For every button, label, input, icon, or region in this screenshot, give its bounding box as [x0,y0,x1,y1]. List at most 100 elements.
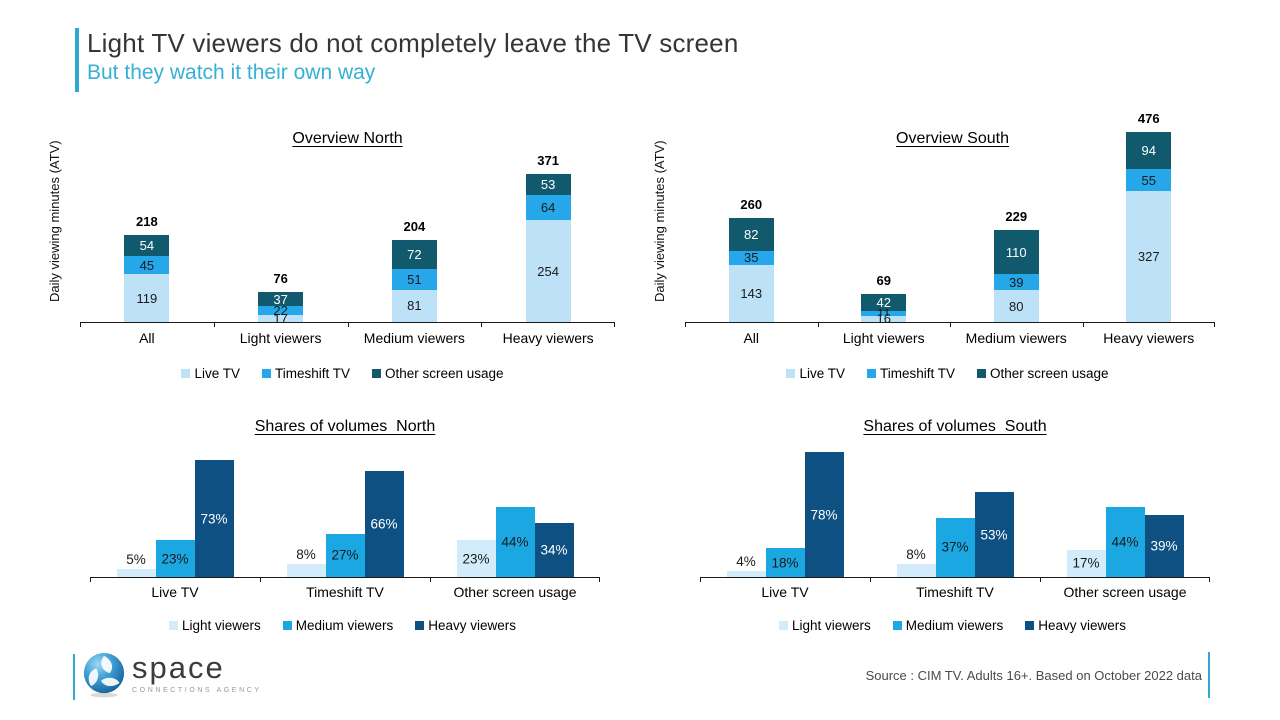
axis-tick [1082,322,1084,327]
axis-tick [213,322,215,327]
bar-segment: 80 [993,290,1039,322]
axis-tick [260,577,261,582]
legend-swatch-icon [1025,621,1035,630]
category-label: Light viewers [239,330,322,346]
total-label: 371 [537,152,559,168]
segment-value-label: 42 [876,295,891,311]
segment-value-label: 51 [407,271,422,287]
axis-tick [817,322,819,327]
bar-value-label: 78% [810,507,838,523]
segment-value-label: 35 [744,250,759,266]
plot-area-overview-north: 218 54 45 119 76 37 22 17 204 72 51 81 371 53 64 254 [80,123,615,327]
legend-item: Other screen usage [976,366,1109,381]
bar-value-label: 18% [771,555,799,571]
legend-swatch-icon [415,621,425,630]
bar-value-label: 34% [540,542,568,558]
legend-label: Timeshift TV [274,366,350,381]
legend-item: Timeshift TV [866,366,955,381]
legend-item: Medium viewers [282,618,393,633]
bar-group: 8% 27% 66% [286,471,404,577]
bar-value-label: 73% [200,511,228,527]
axis-tick [481,322,483,327]
legend-swatch-icon [282,621,292,630]
segment-value-label: 82 [744,226,759,242]
bar: 17% [1066,549,1106,577]
axis-tick [685,322,686,327]
legend-shares-south: Light viewers Medium viewers Heavy viewers [655,618,1250,633]
page-title: Light TV viewers do not completely leave… [87,28,739,58]
category-axis-overview-north: All Light viewers Medium viewers Heavy view… [80,330,615,346]
bar-value-label: 44% [1111,534,1139,550]
plot-cell: 218 54 45 119 [80,123,214,322]
legend-overview-south: Live TV Timeshift TV Other screen usage [650,366,1245,381]
bar: 44% [495,506,535,577]
segment-value-label: 37 [273,291,288,307]
plot-area-overview-south: 260 82 35 143 69 42 11 16 229 110 39 80 476 94 55 327 [685,111,1215,327]
total-label: 204 [403,219,426,235]
bar: 23% [155,540,195,577]
bar-segment: 16 [861,312,907,325]
bar-group: 17% 44% 39% [1066,506,1184,577]
axis-tick [614,322,615,327]
bar-value-label: 37% [941,539,969,555]
legend-swatch-icon [786,369,796,378]
stacked-bar: 476 94 55 327 [1126,111,1172,322]
chart-title-overview-south: Overview South [896,130,1009,147]
legend-shares-north: Light viewers Medium viewers Heavy viewers [45,618,640,633]
category-label: Light viewers [842,330,925,346]
bar-segment: 143 [728,264,774,322]
legend-label: Light viewers [181,618,261,633]
bar-value-label: 17% [1072,555,1100,571]
axis-tick [347,322,349,327]
segment-value-label: 64 [540,200,556,216]
legend-item: Live TV [181,366,240,381]
legend-swatch-icon [866,369,876,378]
bar-segment: 94 [1126,131,1172,170]
legend-label: Timeshift TV [879,366,955,381]
title-accent-bar [75,28,79,92]
plot-cell: 229 110 39 80 [950,123,1083,322]
legend-overview-north: Live TV Timeshift TV Other screen usage [45,366,640,381]
bar-value-label: 44% [501,534,529,550]
category-label: Medium viewers [965,330,1067,346]
bar-group: 4% 18% 78% [726,452,844,577]
plot-cell: 8% 27% 66% [260,448,430,577]
legend-swatch-icon [892,621,902,630]
legend-swatch-icon [976,369,986,378]
bar-segment: 254 [525,220,571,322]
category-label: Timeshift TV [916,584,994,600]
bar-segment: 35 [728,250,774,266]
category-label: All [139,330,155,346]
stacked-bar: 218 54 45 119 [124,214,170,322]
legend-swatch-icon [181,369,191,378]
bar-segment: 119 [124,274,170,322]
plot-cell: 5% 23% 73% [90,448,260,577]
chart-overview-south: Daily viewing minutes (ATV) Overview Sou… [650,110,1245,395]
segment-value-label: 54 [139,238,155,254]
plot-cell: 23% 44% 34% [430,448,600,577]
bar: 27% [325,533,365,577]
source-accent-line [1208,652,1210,698]
stacked-bar: 204 72 51 81 [391,219,437,322]
bar-segment: 81 [391,289,437,322]
stacked-bar: 76 37 22 17 [258,271,304,325]
segment-value-label: 53 [540,176,556,192]
legend-label: Live TV [194,366,240,381]
legend-label: Other screen usage [384,366,504,381]
legend-item: Live TV [786,366,845,381]
legend-label: Medium viewers [905,618,1004,633]
bar: 18% [765,548,805,577]
stacked-bar: 69 42 11 16 [861,273,907,325]
bar-group: 23% 44% 34% [456,506,574,577]
total-label: 76 [273,270,288,286]
bar-segment: 82 [728,218,774,251]
segment-value-label: 22 [273,303,288,319]
total-label: 69 [876,273,891,289]
bar-value-label: 4% [736,553,756,569]
total-label: 229 [1005,209,1028,225]
legend-label: Light viewers [791,618,871,633]
axis-tick [90,577,91,582]
page-subtitle: But they watch it their own way [87,61,376,85]
category-axis-shares-south: Live TV Timeshift TV Other screen usage [700,584,1210,600]
category-label: Live TV [761,584,809,600]
